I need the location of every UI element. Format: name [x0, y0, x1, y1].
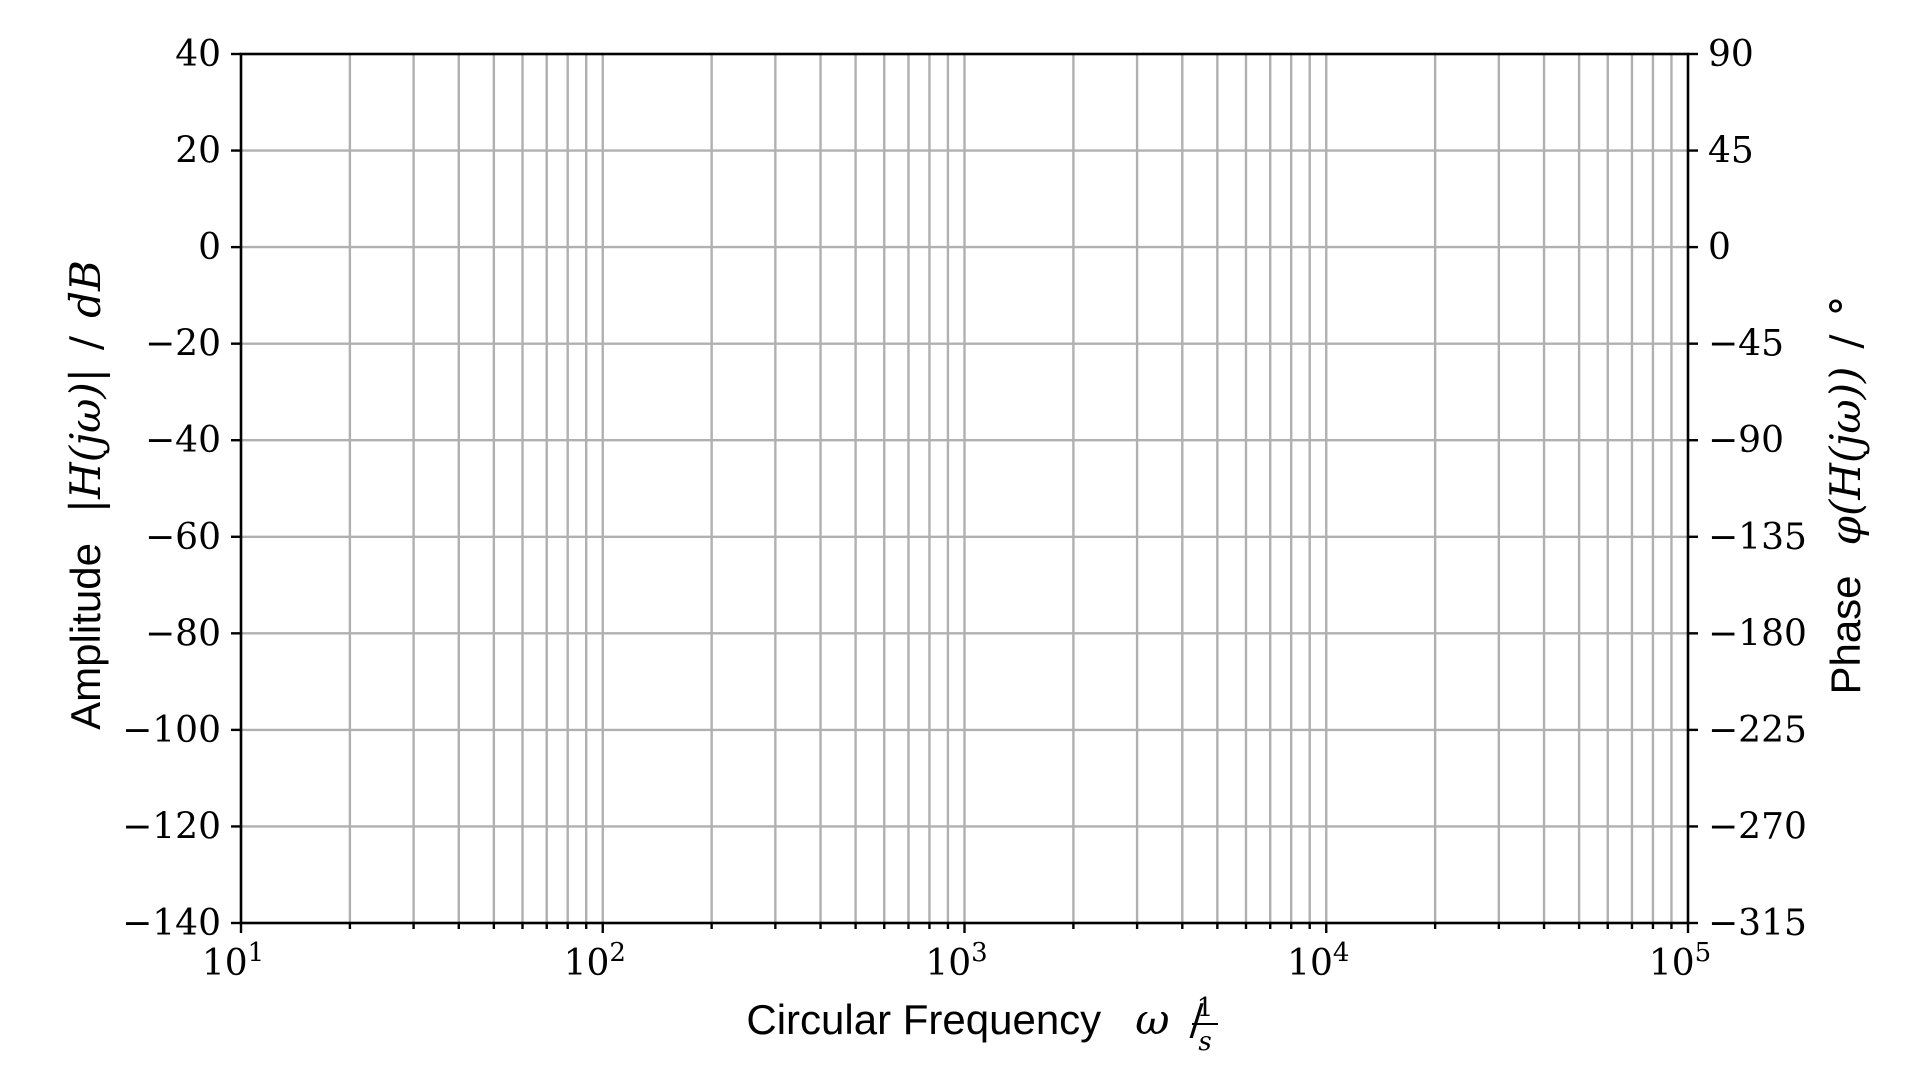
y-left-axis-label: Amplitude |H(jω)| / dB [61, 260, 110, 730]
y-left-tick-label: −20 [145, 324, 221, 365]
plot-frame [239, 52, 1690, 925]
y-right-tick-label: −315 [1708, 903, 1807, 944]
x-tick-label: 105 [1649, 938, 1711, 984]
y-left-axis-symbol: |H(jω)| [61, 368, 110, 513]
y-right-axis-label: Phase φ(H(jω)) / ° [1821, 295, 1870, 694]
x-tick-label: 101 [202, 938, 264, 984]
y-left-tick-label: −40 [145, 420, 221, 461]
x-tick-label: 104 [1287, 938, 1349, 984]
y-right-tick-label: −180 [1708, 613, 1807, 654]
y-left-tick-labels: 40 20 0 −20 −40 −60 −80 −100 −120 −140 [122, 34, 221, 944]
y-right-axis-unit: ° [1821, 295, 1870, 316]
x-tick-labels: 101 102 103 104 105 [202, 938, 1711, 984]
y-right-tick-label: −270 [1708, 806, 1807, 847]
x-axis-unit-fraction: 1 s [1192, 993, 1218, 1057]
x-tick-label: 103 [925, 938, 987, 984]
x-unit-denominator: s [1198, 1027, 1211, 1057]
y-right-tick-label: 90 [1708, 34, 1754, 75]
x-axis-symbol: ω [1135, 995, 1169, 1044]
y-right-tick-label: −135 [1708, 517, 1807, 558]
y-right-tick-label: −90 [1708, 420, 1784, 461]
y-left-tick-label: −140 [122, 903, 221, 944]
y-left-tick-label: −120 [122, 806, 221, 847]
y-right-tick-label: −45 [1708, 324, 1784, 365]
y-right-axis-symbol: φ(H(jω)) [1821, 367, 1870, 546]
y-left-axis-label-text: Amplitude [62, 543, 109, 730]
y-left-tick-label: 0 [198, 227, 221, 268]
y-left-tick-label: 20 [175, 131, 221, 172]
y-left-axis-unit: dB [61, 260, 110, 318]
y-right-tick-label: −225 [1708, 710, 1807, 751]
y-left-tick-label: 40 [175, 34, 221, 75]
x-axis-label-text: Circular Frequency [746, 996, 1101, 1043]
x-unit-numerator: 1 [1197, 993, 1214, 1023]
y-right-tick-label: 0 [1708, 227, 1731, 268]
y-right-axis-label-text: Phase [1822, 575, 1869, 694]
y-right-tick-labels: 90 45 0 −45 −90 −135 −180 −225 −270 −315 [1708, 34, 1807, 944]
y-left-tick-label: −80 [145, 613, 221, 654]
y-left-tick-label: −60 [145, 517, 221, 558]
x-tick-label: 102 [564, 938, 626, 984]
y-left-tick-label: −100 [122, 710, 221, 751]
y-right-tick-label: 45 [1708, 131, 1754, 172]
grid [241, 54, 1688, 923]
x-axis-label: Circular Frequency ω / [746, 995, 1204, 1044]
